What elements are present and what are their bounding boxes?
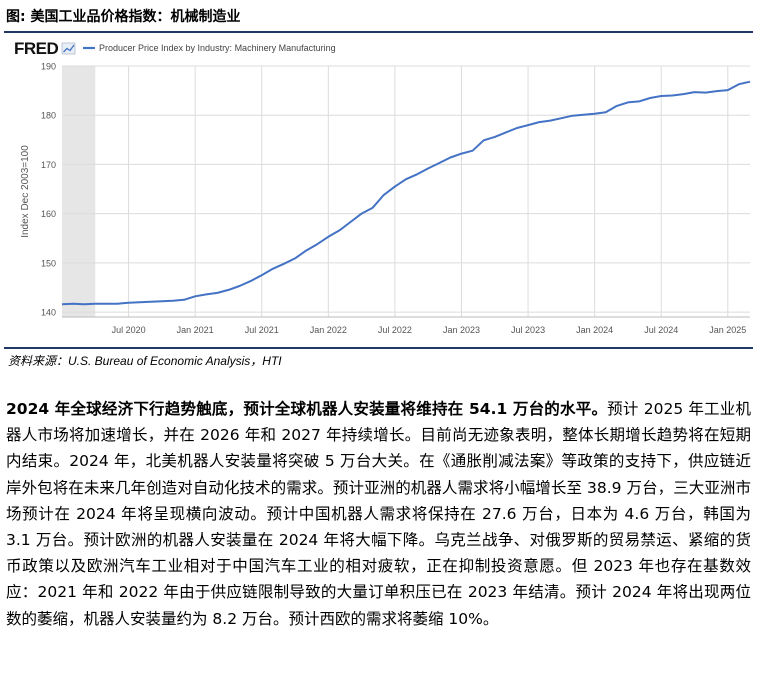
x-tick-label: Jul 2021 [245,325,279,335]
body-paragraph: 2024 年全球经济下行趋势触底，预计全球机器人安装量将维持在 54.1 万台的… [6,396,751,632]
figure-title: 图: 美国工业品价格指数：机械制造业 [6,9,241,25]
chart-svg: 140 150 160 170 180 190 Jul 2020 Jan 2021 Jul 2… [4,34,753,344]
y-tick-label: 160 [41,209,56,219]
figure-source: 资料来源：U.S. Bureau of Economic Analysis，HT… [8,354,282,368]
x-tick-label: Jul 2022 [378,325,412,335]
figure-bottom-rule [4,347,753,349]
series-line-ppi-machinery [61,80,751,306]
x-tick-label: Jan 2021 [177,325,214,335]
paragraph-lead: 2024 年全球经济下行趋势触底，预计全球机器人安装量将维持在 54.1 万台的… [6,400,608,418]
plot-area [62,66,750,317]
fred-logo: FRED [14,39,59,58]
y-axis-label: Index Dec 2003=100 [20,145,31,238]
x-tick-label: Jan 2023 [443,325,480,335]
legend-label: Producer Price Index by Industry: Machin… [99,43,336,53]
fred-logo-chart-icon [61,42,76,55]
chart-header: FRED Producer Price Index by Industry: M… [14,39,336,58]
y-tick-label: 140 [41,308,56,318]
recession-shading [62,66,96,317]
paragraph-body: 预计 2025 年工业机器人市场将加速增长，并在 2026 年和 2027 年持… [6,400,751,628]
x-tick-label: Jul 2023 [511,325,545,335]
figure-top-rule [4,31,753,33]
y-tick-label: 150 [41,258,56,268]
y-tick-label: 170 [41,160,56,170]
fred-chart: 140 150 160 170 180 190 Jul 2020 Jan 2021 Jul 2… [4,34,753,344]
y-tick-label: 190 [41,62,56,72]
x-tick-label: Jul 2020 [112,325,146,335]
y-tick-label: 180 [41,111,56,121]
x-tick-label: Jan 2024 [576,325,613,335]
x-tick-label: Jan 2022 [310,325,347,335]
x-tick-label: Jan 2025 [709,325,746,335]
x-tick-label: Jul 2024 [644,325,678,335]
